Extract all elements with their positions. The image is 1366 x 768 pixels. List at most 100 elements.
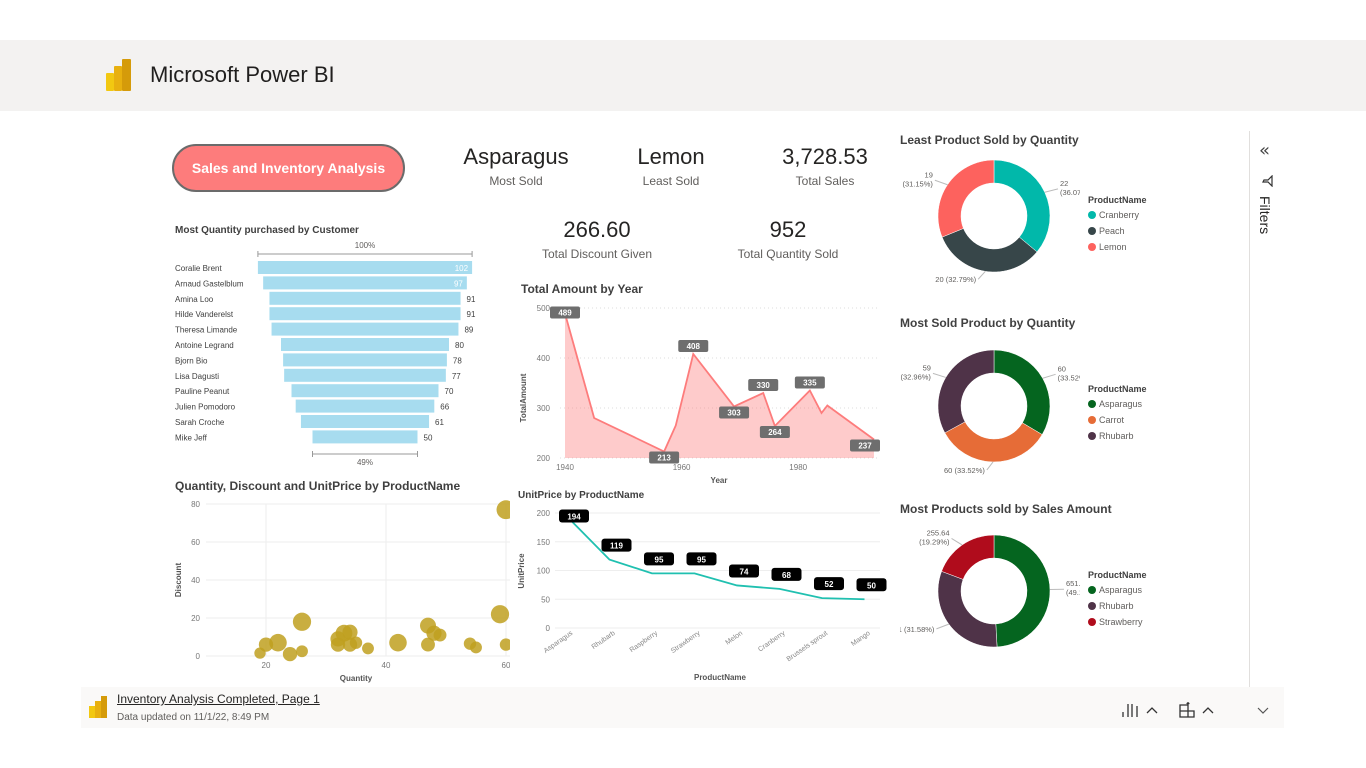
leader-line <box>1044 188 1059 193</box>
data-label-bg <box>649 451 680 464</box>
legend-label: Peach <box>1099 226 1125 236</box>
chevron-down-icon[interactable] <box>1255 702 1271 718</box>
kpi-label: Total Quantity Sold <box>737 247 839 261</box>
data-label-bg <box>856 578 887 592</box>
legend-swatch <box>1088 243 1096 251</box>
bar-chart-icon[interactable] <box>1120 700 1160 720</box>
legend-label: Cranberry <box>1099 210 1140 220</box>
app-title: Microsoft Power BI <box>150 62 335 87</box>
donut-slice <box>937 571 998 648</box>
data-label-bg <box>559 509 589 523</box>
data-label: 651.05 <box>1066 579 1080 588</box>
scatter-bubble <box>342 624 358 640</box>
leader-line <box>1042 373 1056 379</box>
legend-item[interactable]: Rhubarb <box>1088 601 1147 611</box>
scatter-bubble <box>490 605 510 624</box>
legend-item[interactable]: Peach <box>1088 226 1147 236</box>
data-label: 408 <box>687 342 701 351</box>
y-tick-label: 0 <box>196 652 201 661</box>
filters-pane-toggle[interactable]: Filters <box>1257 196 1273 235</box>
funnel-value-label: 97 <box>454 279 463 288</box>
data-label: 489 <box>558 309 572 318</box>
data-label-bg <box>601 538 632 552</box>
data-label: 194 <box>567 512 581 521</box>
y-tick-label: 50 <box>541 595 550 604</box>
legend-item[interactable]: Cranberry <box>1088 210 1147 220</box>
add-visual-icon[interactable] <box>1178 700 1218 720</box>
x-tick-label: Brussels sprout <box>786 630 830 663</box>
data-label-percent: (36.07%) <box>1060 188 1080 197</box>
funnel-category-label: Coralie Brent <box>175 264 222 273</box>
kpi-least-sold: Lemon Least Sold <box>601 144 741 188</box>
donut-slice <box>944 421 1043 463</box>
funnel-bar <box>284 368 446 382</box>
power-bi-logo-icon <box>89 696 107 718</box>
data-label-percent: (19.29%) <box>919 537 950 546</box>
filters-divider <box>1249 131 1250 687</box>
donut-chart-least-sold[interactable]: 22(36.07%) 20 (32.79%) 19(31.15%) <box>900 150 1080 300</box>
donut-chart-most-sold[interactable]: 60(33.52%) 60 (33.52%) 59(32.96%) <box>900 340 1080 490</box>
y-tick-label: 200 <box>537 509 551 518</box>
data-label: 59 <box>923 363 931 372</box>
data-label-bg <box>729 564 759 578</box>
kpi-total-sales: 3,728.53 Total Sales <box>755 144 895 188</box>
y-tick-label: 0 <box>546 624 551 633</box>
legend-label: Rhubarb <box>1099 601 1134 611</box>
data-label: 213 <box>657 454 671 463</box>
donut-slice <box>941 534 995 580</box>
kpi-label: Total Sales <box>795 174 855 188</box>
y-axis-title: Discount <box>174 563 183 598</box>
area-chart[interactable]: 200 300 400 500 1940 1960 1980 Year TotalAmount 4… <box>510 298 890 490</box>
power-bi-logo-icon <box>106 59 131 91</box>
x-tick-label: Raspberry <box>629 630 660 655</box>
x-tick-label: Cranberry <box>757 630 787 654</box>
kpi-value: 266.60 <box>563 217 631 242</box>
y-tick-label: 400 <box>537 354 551 363</box>
data-label: 19 <box>925 170 933 179</box>
legend-label: Asparagus <box>1099 585 1143 595</box>
funnel-bar <box>263 276 467 290</box>
chevron-up-icon <box>1146 707 1158 714</box>
funnel-value-label: 78 <box>453 356 462 365</box>
scatter-bubble <box>496 500 510 520</box>
y-tick-label: 200 <box>537 454 551 463</box>
donut-slice <box>993 159 1051 253</box>
donut-chart-sales-amount[interactable]: 651.05(49.13%) 418.51 (31.58%) 255.64(19.2… <box>900 525 1080 675</box>
funnel-bottom-bracket <box>312 451 418 457</box>
legend-title: ProductName <box>1088 570 1147 580</box>
page-link[interactable]: Inventory Analysis Completed, Page 1 <box>117 692 320 706</box>
funnel-category-label: Lisa Dagusti <box>175 372 219 381</box>
double-chevron-left-icon[interactable]: « <box>1259 140 1271 161</box>
legend-swatch <box>1088 416 1096 424</box>
legend-item[interactable]: Lemon <box>1088 242 1147 252</box>
donut-slice <box>993 349 1051 435</box>
legend-item[interactable]: Rhubarb <box>1088 431 1147 441</box>
legend-swatch <box>1088 602 1096 610</box>
line-chart[interactable]: 0 50 100 150 200 Asparagus Rhubarb Raspberry Str… <box>510 503 890 687</box>
donut3-legend: ProductName Asparagus Rhubarb Strawberry <box>1088 570 1147 633</box>
legend-swatch <box>1088 227 1096 235</box>
scatter-bubble <box>433 628 447 642</box>
legend-item[interactable]: Asparagus <box>1088 399 1147 409</box>
legend-label: Asparagus <box>1099 399 1143 409</box>
data-label: 60 (33.52%) <box>944 466 985 475</box>
data-label: 330 <box>757 381 771 390</box>
scatter-bubble <box>389 633 407 652</box>
legend-item[interactable]: Carrot <box>1088 415 1147 425</box>
area-title: Total Amount by Year <box>521 282 643 296</box>
data-label-bg <box>759 426 790 438</box>
footer-bar <box>81 687 1284 728</box>
data-label-bg <box>719 406 750 419</box>
report-title-button[interactable]: Sales and Inventory Analysis <box>172 144 405 192</box>
scatter-chart[interactable]: 0 20 40 60 80 20 40 60 Quantity Discount <box>170 495 510 687</box>
scatter-bubble <box>362 642 374 655</box>
funnel-value-label: 66 <box>440 403 449 412</box>
legend-item[interactable]: Strawberry <box>1088 617 1147 627</box>
legend-item[interactable]: Asparagus <box>1088 585 1147 595</box>
funnel-chart[interactable]: 100% Coralie Brent 102 Arnaud Gastelblum 97 A… <box>170 238 490 470</box>
funnel-value-label: 91 <box>467 310 476 319</box>
legend-label: Rhubarb <box>1099 431 1134 441</box>
data-label: 20 (32.79%) <box>935 275 976 284</box>
funnel-top-label: 100% <box>355 241 375 250</box>
scatter-bubble <box>292 612 312 631</box>
